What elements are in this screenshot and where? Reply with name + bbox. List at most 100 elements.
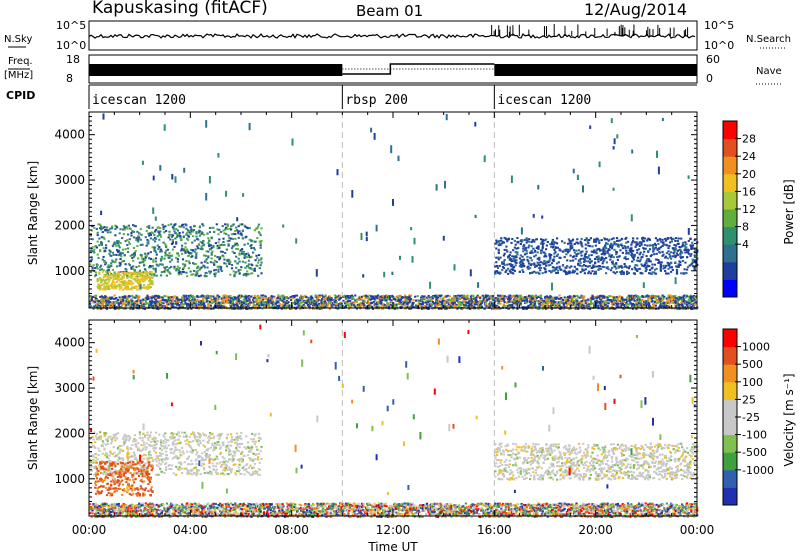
echo-pixel	[114, 274, 117, 277]
echo-pixel	[116, 277, 120, 280]
echo-pixel	[595, 304, 598, 307]
echo-pixel	[528, 240, 531, 243]
echo-pixel	[401, 296, 404, 298]
echo-pixel	[521, 239, 524, 242]
echo-pixel	[228, 237, 231, 239]
echo-pixel	[126, 296, 129, 299]
echo-pixel	[648, 269, 652, 272]
echo-pixel	[567, 303, 570, 306]
echo-pixel	[614, 265, 617, 268]
echo-pixel	[670, 270, 673, 273]
echo-pixel	[286, 305, 289, 308]
echo-pixel	[174, 295, 177, 298]
echo-pixel	[634, 245, 637, 248]
echo-pixel	[567, 295, 570, 298]
echo-pixel	[256, 257, 259, 260]
echo-pixel	[569, 254, 572, 257]
echo-pixel	[595, 296, 598, 299]
echo-pixel	[603, 296, 606, 299]
echo-pixel	[598, 296, 601, 299]
echo-pixel	[533, 270, 536, 273]
echo-pixel	[516, 296, 519, 299]
echo-pixel	[561, 299, 565, 301]
echo-pixel	[100, 264, 103, 267]
echo-pixel	[408, 294, 411, 297]
echo-pixel	[148, 224, 151, 227]
echo-pixel	[455, 306, 458, 309]
echo-pixel	[664, 237, 667, 240]
echo-pixel	[127, 296, 130, 299]
echo-pixel	[421, 301, 424, 304]
echo-pixel	[173, 245, 176, 248]
echo-pixel	[375, 300, 378, 303]
echo-pixel	[226, 227, 229, 230]
echo-pixel	[192, 296, 196, 299]
echo-pixel	[522, 263, 525, 266]
echo-pixel	[675, 254, 678, 257]
echo-pixel	[591, 250, 594, 253]
echo-pixel	[569, 302, 572, 304]
echo-pixel	[650, 273, 653, 275]
echo-pixel	[143, 286, 147, 289]
echo-pixel	[523, 258, 526, 261]
echo-pixel	[247, 259, 250, 262]
echo-pixel	[229, 298, 232, 301]
echo-pixel	[201, 248, 204, 251]
echo-pixel	[578, 259, 581, 262]
echo-pixel	[645, 260, 648, 263]
echo-pixel	[280, 307, 283, 310]
echo-pixel	[561, 240, 564, 243]
echo-pixel	[135, 285, 138, 288]
echo-pixel	[587, 256, 590, 259]
echo-pixel	[330, 297, 333, 300]
echo-pixel	[483, 307, 486, 310]
echo-pixel	[662, 264, 665, 267]
echo-pixel	[280, 297, 283, 300]
echo-pixel	[101, 306, 104, 308]
echo-pixel	[480, 301, 483, 304]
echo-pixel	[533, 240, 536, 243]
echo-pixel	[127, 262, 130, 265]
echo-pixel	[193, 239, 196, 242]
echo-pixel	[112, 275, 115, 278]
echo-pixel	[106, 300, 109, 303]
echo-pixel	[247, 254, 250, 257]
echo-pixel	[113, 271, 116, 274]
echo-pixel	[100, 299, 103, 302]
echo-pixel	[188, 231, 191, 234]
echo-pixel	[523, 245, 526, 248]
echo-pixel	[626, 266, 629, 269]
echo-pixel	[149, 233, 152, 236]
echo-pixel	[587, 260, 590, 263]
echo-pixel	[584, 252, 587, 255]
echo-pixel	[100, 298, 103, 300]
echo-pixel	[419, 305, 422, 307]
echo-pixel	[163, 270, 166, 273]
echo-pixel	[242, 295, 245, 298]
echo-pixel	[513, 269, 516, 272]
echo-pixel	[479, 296, 482, 298]
echo-pixel	[315, 301, 318, 304]
echo-pixel	[642, 236, 645, 239]
echo-pixel	[207, 305, 210, 308]
echo-pixel	[127, 251, 130, 253]
echo-pixel	[100, 284, 103, 287]
echo-pixel	[262, 298, 265, 301]
echo-pixel	[168, 234, 171, 237]
echo-pixel	[473, 301, 476, 304]
echo-pixel	[99, 295, 102, 298]
echo-pixel	[181, 300, 184, 303]
echo-pixel	[268, 305, 271, 308]
echo-pixel	[162, 302, 165, 305]
echo-pixel	[541, 247, 544, 250]
echo-pixel	[576, 298, 579, 301]
echo-pixel	[123, 282, 126, 285]
echo-pixel	[495, 261, 498, 264]
echo-pixel	[516, 251, 519, 254]
echo-pixel	[110, 277, 113, 280]
echo-pixel	[233, 252, 236, 254]
nsky-label: N.Sky	[4, 34, 32, 45]
echo-pixel	[229, 295, 232, 297]
echo-pixel	[399, 298, 402, 301]
echo-pixel	[110, 272, 113, 275]
